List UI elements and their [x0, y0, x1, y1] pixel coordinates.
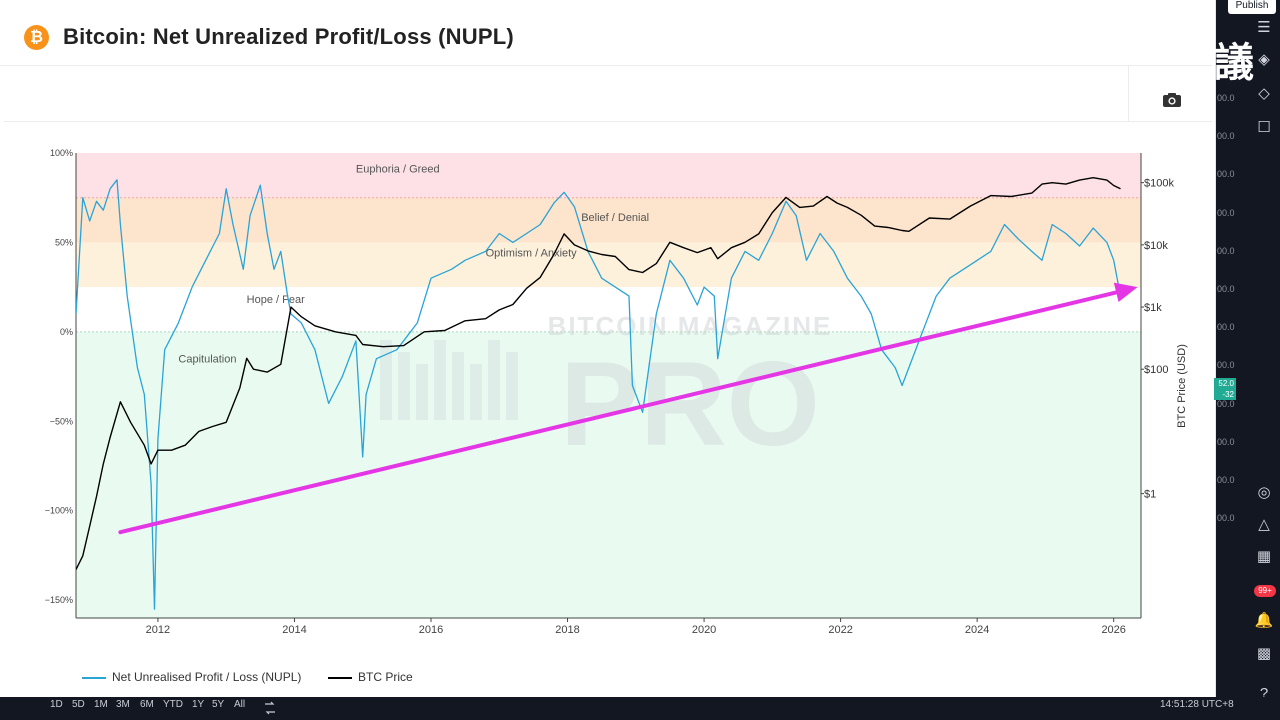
range-button-all[interactable]: All: [234, 699, 246, 710]
target-icon[interactable]: ◎: [1257, 484, 1271, 501]
price-marker-line2: -32: [1222, 390, 1234, 399]
right-tick-label-0: $100k: [1144, 178, 1174, 190]
x-tick-label-3: 2018: [555, 624, 579, 636]
zone-band-0: [76, 153, 1141, 198]
chart-header: ₿ Bitcoin: Net Unrealized Profit/Loss (N…: [0, 8, 1212, 66]
camera-icon[interactable]: [1162, 92, 1182, 108]
legend-label-nupl: Net Unrealised Profit / Loss (NUPL): [112, 670, 302, 684]
watermark-text: BITCOIN MAGAZINE: [548, 311, 833, 341]
range-button-1m[interactable]: 1M: [94, 699, 108, 710]
right-tick-label-2: $1k: [1144, 302, 1162, 314]
x-tick-label-1: 2014: [282, 624, 306, 636]
right-scale-value: 00.0: [1217, 360, 1235, 371]
right-scale-value: 00.0: [1217, 169, 1235, 180]
zone-label-3: Hope / Fear: [247, 294, 305, 306]
legend-item-nupl[interactable]: Net Unrealised Profit / Loss (NUPL): [82, 670, 301, 684]
toolbar-divider: [1128, 66, 1129, 122]
right-scale-value: 00.0: [1217, 207, 1235, 218]
left-tick-label-4: −100%: [45, 506, 73, 516]
clock: 14:51:28 UTC+8: [1160, 699, 1234, 710]
calendar-icon[interactable]: ▦: [1256, 548, 1272, 565]
compare-icon[interactable]: [263, 701, 277, 715]
x-tick-label-2: 2016: [419, 624, 443, 636]
alerts-icon[interactable]: ◈: [1258, 51, 1270, 68]
zone-label-1: Belief / Denial: [581, 212, 649, 224]
right-tick-label-1: $10k: [1144, 240, 1168, 252]
right-scale-value: 00.0: [1217, 436, 1235, 447]
watermark-bar: [452, 352, 464, 420]
x-tick-label-7: 2026: [1101, 624, 1125, 636]
chat-icon[interactable]: ☐: [1257, 119, 1271, 136]
left-tick-label-1: 50%: [55, 237, 73, 247]
zone-label-2: Optimism / Anxiety: [486, 248, 578, 260]
trend-arrow-line: [118, 288, 1128, 535]
right-tick-label-4: $1: [1144, 489, 1156, 501]
right-tick-label-3: $100: [1144, 364, 1168, 376]
range-button-1d[interactable]: 1D: [50, 699, 63, 710]
publish-button[interactable]: Publish: [1228, 0, 1276, 14]
watermark-bar: [506, 352, 518, 420]
right-scale-value: 00.0: [1217, 475, 1235, 485]
right-scale-value: 00.0: [1217, 245, 1235, 256]
watermark-bar: [434, 340, 446, 420]
bitcoin-logo-icon: ₿: [24, 25, 49, 50]
zone-label-4: Capitulation: [178, 353, 236, 365]
left-tick-label-2: 0%: [60, 327, 73, 337]
left-tick-label-5: −150%: [45, 595, 73, 605]
series-line-btc-price: [76, 177, 1121, 570]
right-scale-value: 00.0: [1217, 131, 1235, 142]
watermark-bar: [380, 340, 392, 420]
grid-icon[interactable]: ▩: [1256, 645, 1272, 662]
right-sidebar: [1216, 0, 1280, 697]
right-scale-value: 00.0: [1217, 513, 1235, 524]
layers-icon[interactable]: ◇: [1258, 85, 1270, 102]
range-button-6m[interactable]: 6M: [140, 699, 154, 710]
right-scale-value: 00.0: [1217, 284, 1235, 294]
trend-arrow-head: [1113, 282, 1138, 303]
range-button-ytd[interactable]: YTD: [163, 699, 183, 710]
chart-card: ₿ Bitcoin: Net Unrealized Profit/Loss (N…: [0, 0, 1216, 697]
watermark-bar: [416, 364, 428, 420]
legend-label-price: BTC Price: [358, 670, 413, 684]
legend-item-price[interactable]: BTC Price: [328, 670, 413, 684]
zone-band-2: [76, 242, 1141, 288]
right-scale-value: 00.0: [1217, 322, 1235, 333]
price-marker-line1: 52.0: [1218, 379, 1234, 388]
watermark-bar: [398, 352, 410, 420]
chart-toolbar: [4, 66, 1212, 122]
notification-badge: 99+: [1254, 585, 1276, 597]
range-button-5d[interactable]: 5D: [72, 699, 85, 710]
zone-band-3: [76, 287, 1141, 332]
right-scale-value: 00.0: [1217, 93, 1235, 103]
zone-label-0: Euphoria / Greed: [356, 164, 440, 176]
range-button-1y[interactable]: 1Y: [192, 699, 205, 710]
watermark-bar: [470, 364, 482, 420]
left-tick-label-0: 100%: [50, 148, 73, 158]
x-tick-label-5: 2022: [828, 624, 852, 636]
right-scale-value: 00.0: [1217, 398, 1235, 409]
page-title: Bitcoin: Net Unrealized Profit/Loss (NUP…: [63, 24, 514, 49]
series-line-nupl: [76, 179, 1122, 610]
help-icon[interactable]: ?: [1259, 685, 1269, 702]
range-button-5y[interactable]: 5Y: [212, 699, 225, 710]
x-tick-label-0: 2012: [146, 624, 170, 636]
price-marker: 52.0 -32: [1214, 378, 1236, 400]
right-axis-title: BTC Price (USD): [1176, 344, 1188, 428]
x-tick-label-4: 2020: [692, 624, 716, 636]
watchlist-icon[interactable]: ☰: [1257, 19, 1271, 36]
left-tick-label-3: −50%: [50, 416, 73, 426]
triangle-icon[interactable]: △: [1258, 516, 1270, 533]
x-tick-label-6: 2024: [965, 624, 989, 636]
watermark-bar: [488, 340, 500, 420]
range-button-3m[interactable]: 3M: [116, 699, 130, 710]
watermark-pro: PRO: [560, 337, 820, 471]
overlay-glyph: 議: [1214, 41, 1254, 85]
notifications-icon[interactable]: 🔔: [1254, 612, 1274, 629]
bottom-bar: 1D 5D 1M 3M 6M YTD 1Y 5Y All 14:51:28 UTC+8: [0, 697, 1280, 720]
zone-band-4: [76, 331, 1141, 618]
